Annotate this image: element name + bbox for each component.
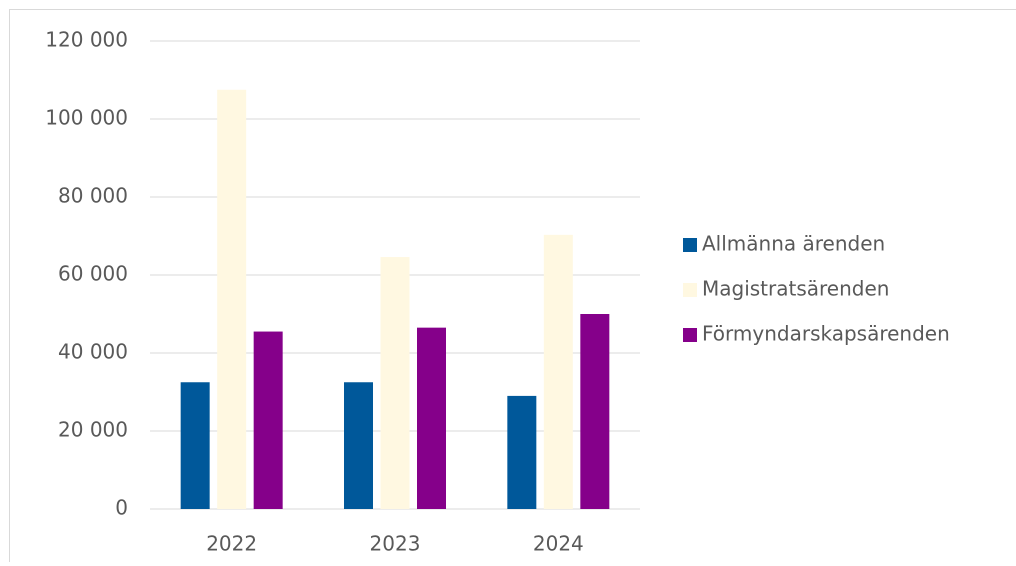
y-tick-label: 100 000 xyxy=(45,106,128,130)
x-tick-label: 2024 xyxy=(533,532,584,556)
legend-label: Magistratsärenden xyxy=(702,277,889,301)
bar xyxy=(417,328,446,509)
bar xyxy=(580,314,609,509)
y-tick-label: 120 000 xyxy=(45,28,128,52)
bar xyxy=(544,235,573,509)
bar xyxy=(181,382,210,509)
bar xyxy=(254,332,283,509)
y-tick-label: 0 xyxy=(115,496,128,520)
bar xyxy=(507,396,536,509)
y-tick-label: 60 000 xyxy=(58,262,128,286)
x-tick-label: 2023 xyxy=(370,532,421,556)
legend-swatch xyxy=(683,238,697,252)
x-tick-label: 2022 xyxy=(206,532,257,556)
bar xyxy=(217,90,246,509)
legend-swatch xyxy=(683,328,697,342)
y-tick-label: 80 000 xyxy=(58,184,128,208)
y-tick-label: 40 000 xyxy=(58,340,128,364)
bar xyxy=(344,382,373,509)
legend-swatch xyxy=(683,283,697,297)
bar xyxy=(381,257,410,509)
y-tick-label: 20 000 xyxy=(58,418,128,442)
legend-label: Allmänna ärenden xyxy=(702,232,885,256)
legend-label: Förmyndarskapsärenden xyxy=(702,322,950,346)
